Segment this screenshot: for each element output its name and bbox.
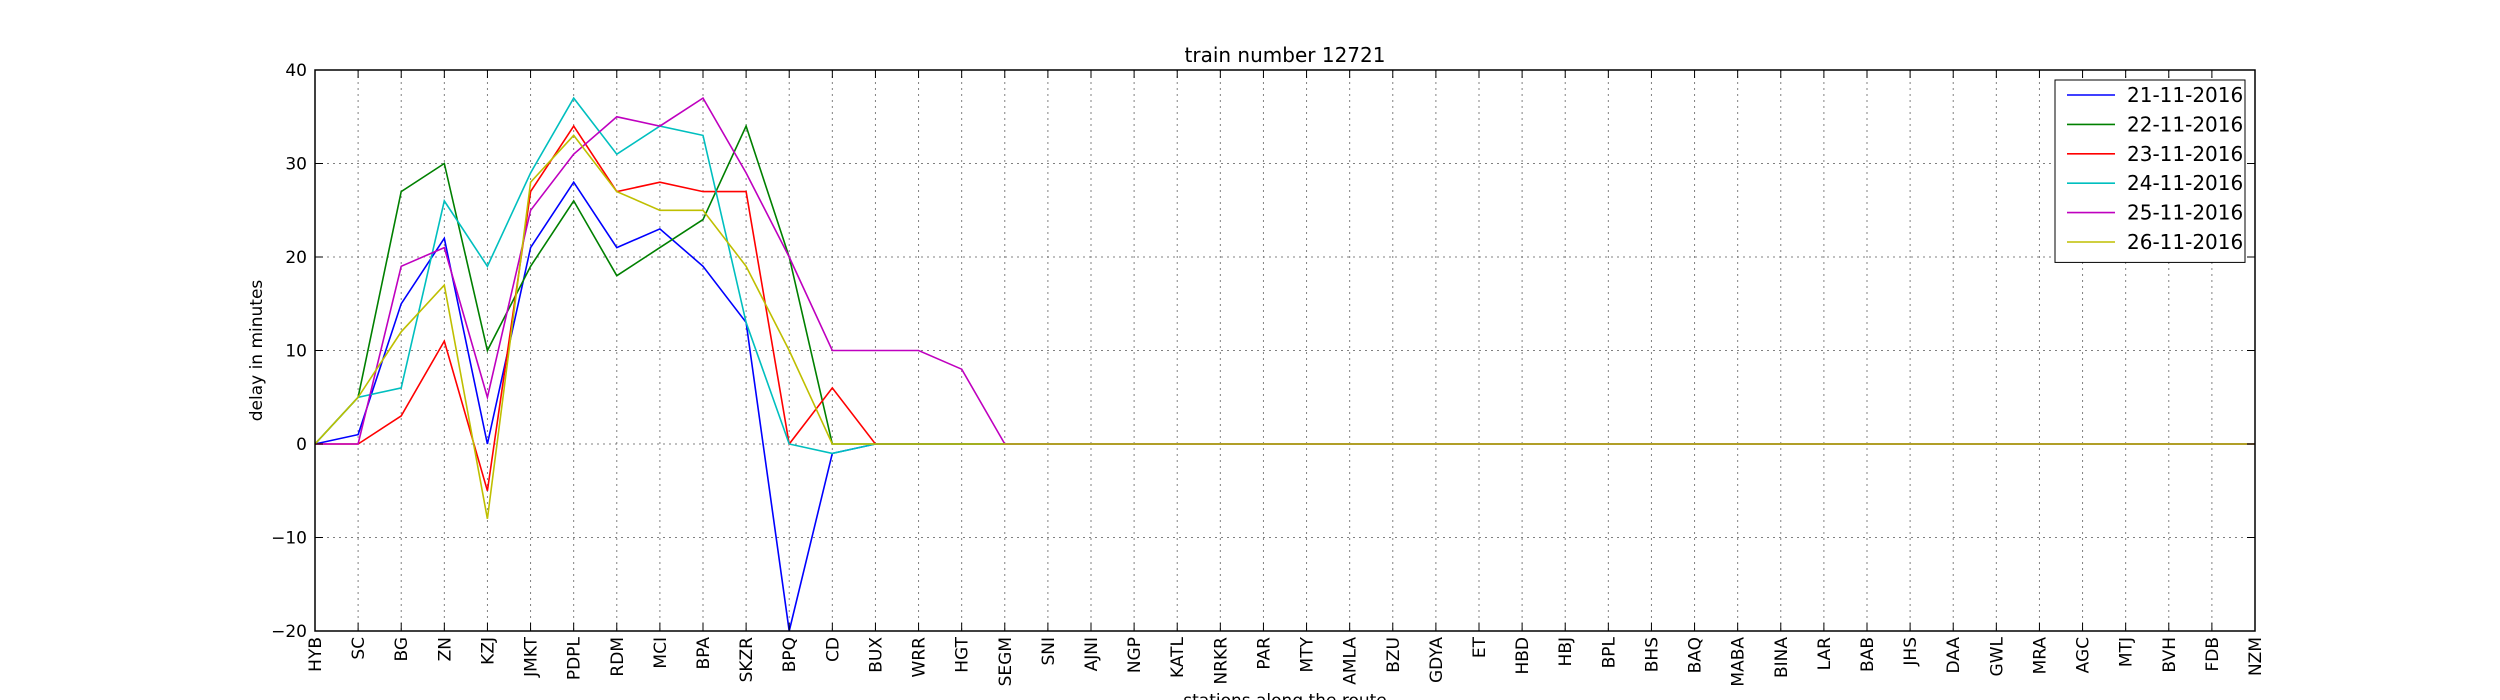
x-tick-label: SKZR (737, 637, 757, 683)
y-tick-label: 10 (285, 342, 307, 362)
x-tick-label: JHS (1901, 637, 1921, 667)
x-tick-label: FDB (2203, 637, 2223, 672)
x-tick-label: ZN (435, 637, 455, 661)
x-tick-label: GWL (1987, 636, 2007, 676)
legend: 21-11-2016 22-11-2016 23-11-2016 24-11-2016… (2054, 79, 2246, 263)
chart-title: train number 12721 (1185, 43, 1386, 67)
x-tick-label: MTJ (2117, 637, 2137, 667)
x-tick-label: RDM (608, 637, 628, 677)
x-tick-label: SEGM (996, 637, 1016, 686)
x-tick-label: HBJ (1556, 637, 1576, 666)
x-tick-label: LAR (1815, 637, 1835, 670)
x-tick-label: BINA (1772, 637, 1792, 678)
tick-layer: −20 −10 0 10 20 30 40 HYB SC BG ZN KZJ JMKT PDPL RDM MC… (271, 61, 2266, 687)
x-tick-label: BG (392, 637, 412, 662)
series-line (314, 134, 2255, 519)
x-tick-label: SC (349, 637, 369, 660)
series-line (315, 96, 2255, 445)
y-tick-label: 20 (285, 248, 307, 268)
x-tick-label: AJNI (1082, 637, 1102, 671)
grid-layer (315, 70, 2255, 631)
x-tick-label: MRA (2030, 637, 2050, 675)
x-tick-label: WRR (910, 637, 930, 678)
x-tick-label: BHS (1642, 637, 1662, 672)
y-tick-label: 0 (296, 435, 307, 455)
x-tick-label: HGT (953, 636, 973, 672)
y-axis-label: delay in minutes (247, 280, 267, 422)
x-tick-label: BVH (2160, 637, 2180, 673)
series-layer (314, 96, 2255, 632)
x-axis-label: stations along the route (1183, 691, 1387, 700)
x-tick-label: AGC (2074, 637, 2094, 673)
x-tick-label: BPQ (780, 637, 800, 672)
legend-label: 25-11-2016 (2127, 201, 2243, 225)
x-tick-label: CD (823, 637, 843, 662)
legend-box (2054, 79, 2246, 263)
x-tick-label: JMKT (522, 636, 542, 678)
x-tick-label: PAR (1254, 637, 1274, 670)
x-tick-label: BPL (1599, 636, 1619, 668)
series-line (314, 96, 2255, 455)
legend-label: 21-11-2016 (2127, 83, 2243, 107)
x-tick-label: NZM (2246, 637, 2266, 676)
y-tick-label: 30 (285, 155, 307, 175)
y-tick-label: 40 (285, 61, 307, 81)
x-tick-label: PDPL (565, 636, 585, 680)
plot-frame (314, 69, 2256, 632)
y-tick-label: −10 (271, 529, 307, 549)
x-tick-label: HYB (306, 637, 326, 672)
x-tick-label: KATL (1168, 636, 1188, 678)
x-tick-label: MABA (1729, 637, 1749, 687)
x-tick-label: MTY (1298, 636, 1318, 672)
x-tick-label: DAA (1944, 637, 1964, 674)
x-tick-label: SNI (1039, 637, 1059, 666)
legend-label: 26-11-2016 (2127, 230, 2243, 254)
x-tick-label: BZU (1384, 637, 1404, 673)
x-tick-label: BAB (1858, 637, 1878, 672)
x-tick-label: MCI (651, 637, 671, 669)
y-tick-label: −20 (271, 622, 307, 642)
x-tick-label: NGP (1125, 637, 1145, 673)
x-tick-label: BUX (866, 637, 886, 673)
legend-label: 23-11-2016 (2127, 142, 2243, 166)
legend-label: 22-11-2016 (2127, 112, 2243, 136)
series-line (314, 180, 2255, 632)
x-tick-label: HBD (1513, 637, 1533, 675)
x-tick-label: NRKR (1211, 637, 1231, 685)
series-line (315, 124, 2255, 492)
x-tick-label: GDYA (1427, 637, 1447, 683)
x-tick-label: BPA (694, 637, 714, 670)
x-tick-label: BAQ (1686, 637, 1706, 673)
x-tick-label: AMLA (1341, 637, 1361, 685)
x-tick-label: KZJ (478, 637, 498, 665)
legend-label: 24-11-2016 (2127, 171, 2243, 195)
x-tick-label: ET (1470, 636, 1490, 658)
